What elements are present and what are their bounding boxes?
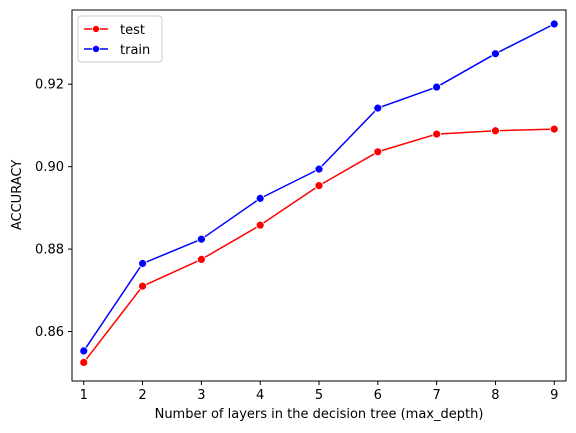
x-axis-label: Number of layers in the decision tree (m… [155, 407, 484, 422]
x-tick-label: 5 [315, 388, 323, 403]
x-tick-label: 1 [80, 388, 88, 403]
legend-label-train: train [120, 43, 150, 58]
data-point-train [432, 82, 442, 92]
data-point-test [138, 281, 147, 291]
data-point-test [373, 147, 383, 157]
x-tick-label: 8 [491, 388, 499, 403]
y-tick-label: 0.86 [35, 325, 64, 340]
data-point-test [491, 126, 500, 136]
data-point-test [79, 358, 89, 367]
legend-marker-train [92, 45, 101, 54]
legend: test train [77, 15, 163, 63]
series-layer [79, 19, 559, 367]
y-axis-label: ACCURACY [10, 160, 25, 230]
legend-marker-test [92, 24, 101, 33]
data-point-train [373, 103, 383, 113]
plot-frame [71, 9, 567, 382]
data-point-train [196, 234, 206, 244]
x-tick-label: 3 [197, 388, 205, 403]
x-tick-label: 9 [550, 388, 558, 403]
data-point-test [255, 220, 265, 230]
x-tick-label: 2 [138, 388, 146, 403]
x-tick-label: 6 [374, 388, 382, 403]
data-point-train [491, 49, 500, 59]
data-point-test [314, 181, 324, 191]
data-point-train [255, 193, 265, 203]
legend-label-test: test [120, 23, 145, 38]
y-axis-ticks: 0.86 0.88 0.90 0.92 [35, 78, 72, 340]
data-point-train [79, 346, 89, 356]
data-point-test [549, 124, 559, 134]
x-tick-label: 7 [432, 388, 440, 403]
y-tick-label: 0.92 [35, 78, 64, 93]
data-point-train [314, 164, 324, 174]
data-point-train [138, 259, 147, 268]
y-tick-label: 0.90 [35, 160, 64, 175]
data-point-test [196, 254, 206, 264]
y-tick-label: 0.88 [35, 243, 64, 258]
data-point-train [549, 19, 559, 29]
x-axis-ticks: 1 2 3 4 5 6 7 8 9 [80, 381, 558, 403]
x-tick-label: 4 [256, 388, 264, 403]
series-line-test [83, 128, 555, 363]
data-point-test [432, 129, 442, 139]
